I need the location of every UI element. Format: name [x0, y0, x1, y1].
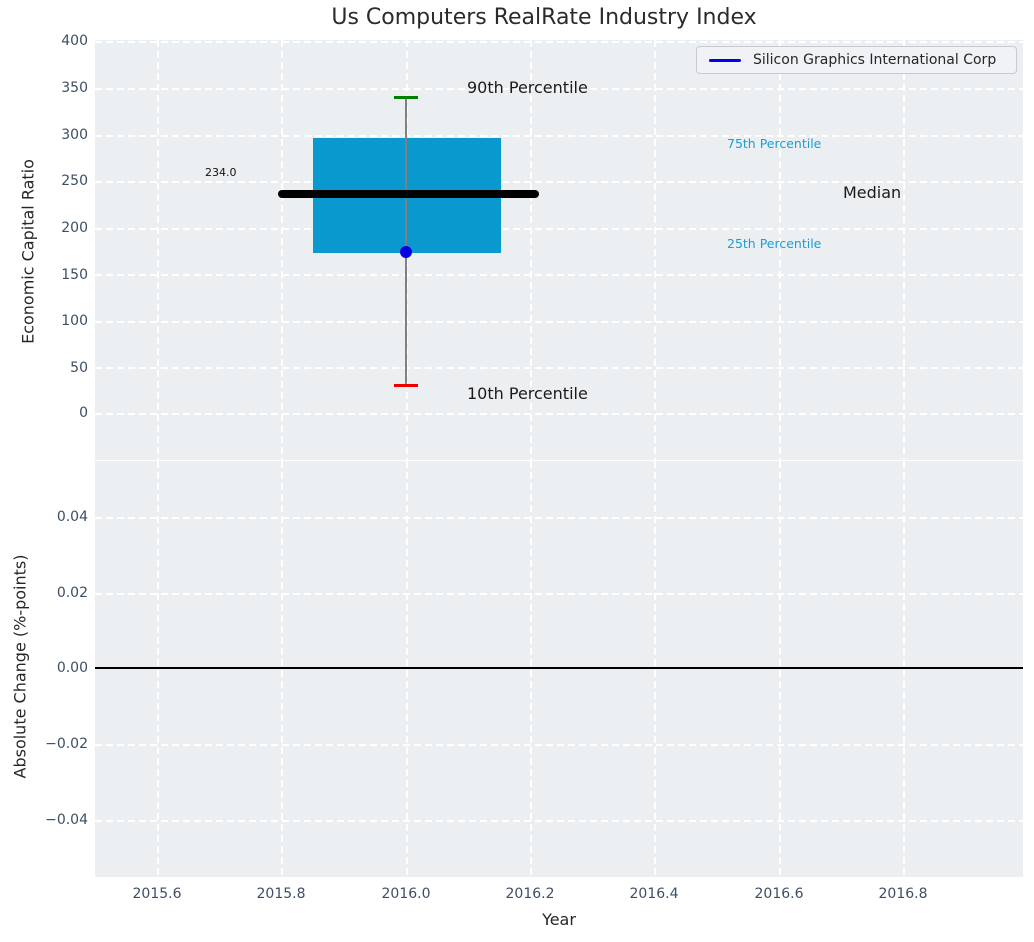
gridline-h [95, 820, 1023, 822]
bottom-plot-area [95, 461, 1023, 877]
x-tick-label: 2016.2 [505, 886, 555, 902]
x-tick-label: 2016.4 [629, 886, 679, 902]
gridline-v [530, 40, 532, 460]
y-tick-label: 400 [61, 33, 88, 49]
legend: Silicon Graphics International Corp [696, 46, 1017, 74]
gridline-h [95, 413, 1023, 415]
y-tick-label: 250 [61, 173, 88, 189]
gridline-h [95, 517, 1023, 519]
annotation-10th-percentile: 10th Percentile [467, 384, 588, 403]
annotation-median: Median [843, 183, 902, 202]
gridline-v [406, 461, 408, 877]
y-tick-label: 150 [61, 267, 88, 283]
y-tick-label: 0.00 [56, 660, 88, 676]
gridline-v [654, 40, 656, 460]
x-tick-label: 2016.8 [878, 886, 928, 902]
gridline-h [95, 135, 1023, 137]
annotation-median-value: 234.0 [205, 166, 237, 179]
gridline-h [95, 41, 1023, 43]
y-tick-label: 0.02 [56, 585, 88, 601]
annotation-90th-percentile: 90th Percentile [467, 78, 588, 97]
top-plot-area: 90th Percentile 10th Percentile 234.0 75… [95, 40, 1023, 460]
whisker-line [405, 97, 407, 386]
y-tick-label: 0.04 [56, 509, 88, 525]
x-tick-label: 2015.6 [132, 886, 182, 902]
gridline-v [779, 461, 781, 877]
gridline-v [779, 40, 781, 460]
y-tick-label: 50 [70, 360, 88, 376]
x-tick-label: 2016.6 [754, 886, 804, 902]
legend-line-sample [709, 58, 741, 62]
gridline-v [654, 461, 656, 877]
annotation-25th-percentile: 25th Percentile [727, 236, 822, 251]
chart-title: Us Computers RealRate Industry Index [331, 5, 757, 30]
company-data-point [400, 246, 412, 258]
y-tick-label: −0.02 [45, 736, 88, 752]
gridline-v [530, 461, 532, 877]
y-tick-label: 100 [61, 313, 88, 329]
gridline-h [95, 744, 1023, 746]
gridline-h [95, 274, 1023, 276]
gridline-v [281, 40, 283, 460]
median-line [278, 190, 539, 198]
top-y-axis-title: Economic Capital Ratio [18, 159, 38, 344]
x-axis-title: Year [542, 910, 576, 929]
x-tick-label: 2016.0 [381, 886, 431, 902]
gridline-h [95, 181, 1023, 183]
gridline-h [95, 88, 1023, 90]
p10-cap [394, 384, 418, 387]
y-tick-label: 0 [79, 405, 88, 421]
y-tick-label: 200 [61, 220, 88, 236]
gridline-v [157, 40, 159, 460]
gridline-v [903, 40, 905, 460]
y-tick-label: 300 [61, 127, 88, 143]
annotation-75th-percentile: 75th Percentile [727, 136, 822, 151]
gridline-h [95, 367, 1023, 369]
gridline-h [95, 593, 1023, 595]
x-tick-label: 2015.8 [256, 886, 306, 902]
y-tick-label: −0.04 [45, 812, 88, 828]
bottom-y-axis-title: Absolute Change (%-points) [10, 554, 30, 779]
zero-reference-line [95, 667, 1023, 669]
y-tick-label: 350 [61, 80, 88, 96]
legend-label: Silicon Graphics International Corp [753, 52, 997, 68]
gridline-v [281, 461, 283, 877]
gridline-v [903, 461, 905, 877]
gridline-h [95, 228, 1023, 230]
gridline-v [157, 461, 159, 877]
gridline-h [95, 321, 1023, 323]
p90-cap [394, 96, 418, 99]
